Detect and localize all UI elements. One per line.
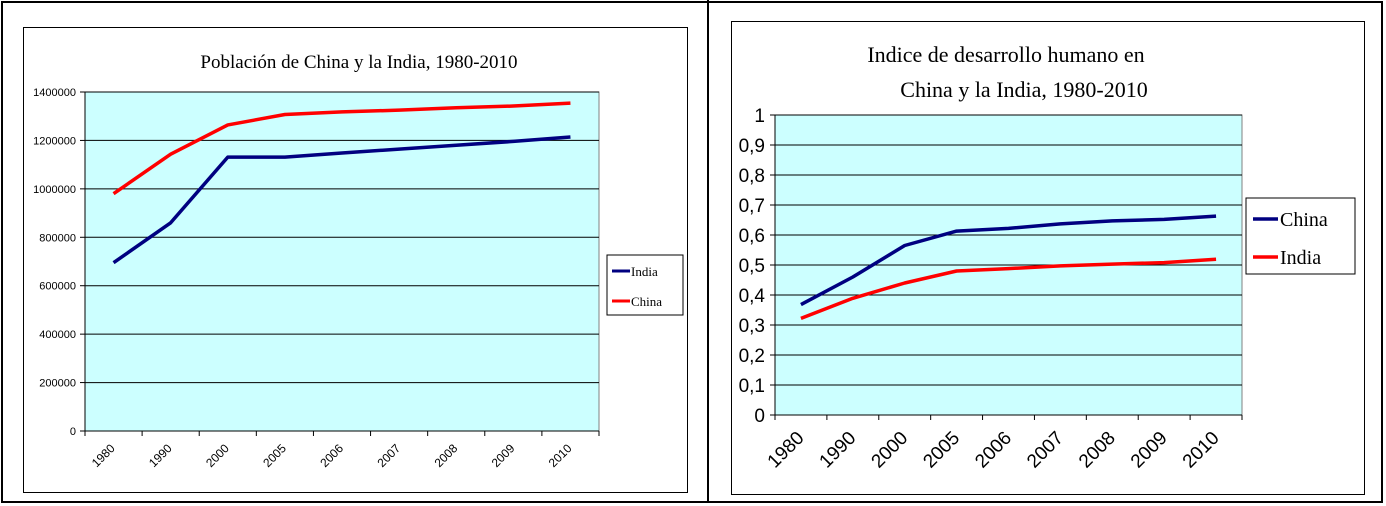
x-tick-label: 1990 [146, 441, 175, 470]
hdi-chart-panel: Indice de desarrollo humano en China y l… [731, 21, 1365, 495]
x-tick-label: 1990 [816, 428, 861, 473]
y-tick-label: 1200000 [33, 135, 76, 147]
x-tick-label: 2005 [260, 441, 289, 470]
hdi-chart: Indice de desarrollo humano en China y l… [739, 42, 1356, 473]
series-line-india [800, 257, 1217, 321]
x-tick-label: 2008 [432, 441, 461, 470]
series-line-china [112, 101, 571, 196]
y-tick-label: 0,7 [739, 196, 765, 217]
x-tick-label: 2008 [1075, 428, 1120, 473]
y-tick-label: 0 [70, 426, 76, 438]
x-tick-label: 2009 [489, 441, 518, 470]
legend: China India [1245, 197, 1356, 275]
x-tick-label: 2006 [971, 428, 1016, 473]
y-tick-label: 400000 [39, 329, 76, 341]
chart-title: Población de China y la India, 1980-2010 [200, 52, 517, 73]
y-tick-label: 1000000 [33, 184, 76, 196]
legend-label-india: India [1280, 247, 1321, 269]
panel-divider [707, 0, 709, 502]
y-tick-label: 1400000 [33, 87, 76, 99]
y-tick-label: 0,4 [739, 286, 766, 307]
y-tick-label: 0,9 [739, 136, 765, 157]
population-chart-panel: Población de China y la India, 1980-2010… [23, 27, 688, 493]
x-tick-label: 2009 [1127, 428, 1172, 473]
plot-area [84, 91, 600, 432]
x-tick-label: 1980 [764, 428, 809, 473]
x-tick-label: 2005 [919, 428, 964, 473]
x-tick-label: 2000 [868, 428, 913, 473]
x-tick-label: 2010 [1179, 428, 1224, 473]
x-tick-label: 2006 [317, 441, 346, 470]
y-tick-label: 0,2 [739, 346, 765, 367]
y-tick-label: 0,8 [739, 166, 765, 187]
x-tick-label: 2010 [546, 441, 575, 470]
series-line-china [800, 214, 1217, 307]
chart-title-line-2: China y la India, 1980-2010 [900, 77, 1147, 102]
y-tick-label: 0,3 [739, 316, 765, 337]
y-tick-label: 0,1 [739, 376, 765, 397]
chart-title-line-1: Indice de desarrollo humano en [867, 42, 1144, 67]
y-tick-label: 600000 [39, 281, 76, 293]
legend-label-china: China [631, 294, 662, 309]
population-chart: Población de China y la India, 1980-2010… [33, 52, 684, 470]
y-tick-label: 1 [754, 106, 765, 127]
y-tick-label: 200000 [39, 378, 76, 390]
y-tick-label: 800000 [39, 232, 76, 244]
y-tick-label: 0,6 [739, 226, 765, 247]
legend-label-china: China [1280, 209, 1328, 231]
x-tick-label: 2007 [374, 441, 403, 470]
x-tick-label: 2007 [1023, 428, 1068, 473]
legend-label-india: India [631, 264, 658, 279]
y-tick-label: 0,5 [739, 256, 765, 277]
legend: India China [606, 254, 684, 316]
series-line-india [112, 135, 571, 265]
x-tick-label: 2000 [203, 441, 232, 470]
x-tick-label: 1980 [89, 441, 118, 470]
y-tick-label: 0 [754, 406, 765, 427]
